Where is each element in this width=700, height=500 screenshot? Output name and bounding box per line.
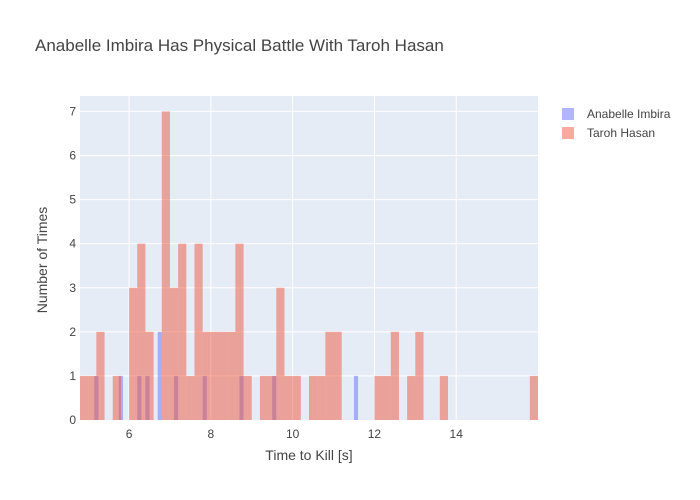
chart-title: Anabelle Imbira Has Physical Battle With… <box>35 36 444 55</box>
y-tick-label: 6 <box>69 149 76 163</box>
histogram-bar <box>145 331 154 420</box>
histogram-bar <box>210 331 220 420</box>
histogram-bar <box>112 375 121 420</box>
grid-lines <box>80 96 538 420</box>
histogram-bar <box>390 331 399 420</box>
y-tick-label: 3 <box>69 281 76 295</box>
legend-label: Anabelle Imbira <box>587 107 671 121</box>
x-tick-label: 10 <box>286 427 300 441</box>
histogram-bar <box>415 331 424 420</box>
y-tick-label: 1 <box>69 369 76 383</box>
histogram-bar <box>243 375 252 420</box>
legend-item[interactable]: Taroh Hasan <box>562 126 655 140</box>
histogram-bar <box>309 375 318 420</box>
histogram-bar <box>333 331 342 420</box>
x-tick-label: 12 <box>368 427 382 441</box>
histogram-bar <box>353 375 359 420</box>
histogram-bar <box>407 375 416 420</box>
x-axis-ticks: 6 8 10 12 14 <box>126 427 463 441</box>
histogram-bar <box>88 375 97 420</box>
histogram-bar <box>227 331 236 420</box>
y-tick-label: 5 <box>69 193 76 207</box>
histogram-bar <box>169 287 179 420</box>
histogram-bar <box>382 375 391 420</box>
y-axis-ticks: 0 1 2 3 4 5 6 7 <box>69 104 76 427</box>
histogram-bar <box>161 111 170 420</box>
histogram-bar <box>276 287 285 420</box>
histogram-bar <box>202 331 211 420</box>
histogram-bar <box>235 243 244 420</box>
histogram-bar <box>284 375 293 420</box>
y-tick-label: 2 <box>69 325 76 339</box>
legend-swatch <box>562 127 574 139</box>
histogram-bar <box>374 375 383 420</box>
histogram-bar <box>137 243 146 420</box>
plot-background <box>80 96 538 420</box>
legend-swatch <box>562 108 574 120</box>
series-taroh-hasan <box>80 111 538 420</box>
histogram-bar <box>96 331 105 420</box>
histogram-bar <box>194 243 203 420</box>
histogram-bar <box>157 331 162 420</box>
histogram-bar <box>219 331 228 420</box>
y-tick-label: 7 <box>69 104 76 118</box>
histogram-bar <box>325 331 334 420</box>
x-tick-label: 6 <box>126 427 133 441</box>
histogram-bar <box>129 287 138 420</box>
x-axis-title: Time to Kill [s] <box>265 447 352 463</box>
legend-label: Taroh Hasan <box>587 126 655 140</box>
histogram-bar <box>186 375 195 420</box>
y-tick-label: 0 <box>69 413 76 427</box>
histogram-bar <box>268 375 277 420</box>
histogram-bar <box>178 243 187 420</box>
x-tick-label: 8 <box>208 427 215 441</box>
histogram-bar <box>259 375 269 420</box>
legend[interactable]: Anabelle Imbira Taroh Hasan <box>562 107 671 140</box>
histogram-bar <box>439 375 449 420</box>
y-tick-label: 4 <box>69 237 76 251</box>
histogram-bar <box>529 375 538 420</box>
histogram-bar <box>317 375 326 420</box>
histogram-bar <box>292 375 301 420</box>
y-axis-title: Number of Times <box>34 207 50 314</box>
x-tick-label: 14 <box>450 427 464 441</box>
legend-item[interactable]: Anabelle Imbira <box>562 107 671 121</box>
histogram-bar <box>80 375 89 420</box>
